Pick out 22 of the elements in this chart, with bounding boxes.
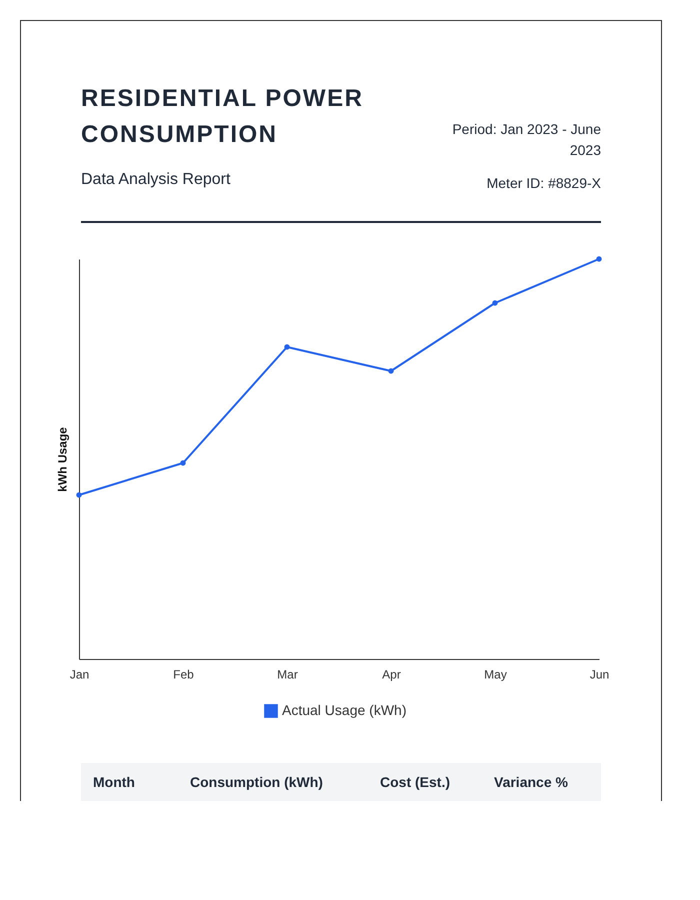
point — [388, 368, 394, 374]
x-tick-label: Mar — [277, 668, 298, 682]
text: Meter ID: #8829-X — [486, 175, 601, 191]
point — [180, 460, 186, 466]
text: Consumption (kWh) — [190, 774, 323, 790]
y-axis-title: kWh Usage — [56, 426, 70, 492]
text: Variance % — [494, 774, 568, 790]
text: Period: Jan 2023 - June 2023 — [451, 120, 601, 160]
point — [76, 492, 82, 498]
point — [284, 344, 290, 350]
chart-subtitle: Data Analysis Report — [81, 171, 230, 189]
legend-label: Actual Usage (kWh) — [282, 702, 406, 718]
x-tick-label: May — [484, 668, 507, 682]
text: Cost (Est.) — [380, 774, 450, 790]
x-tick-label: Jan — [70, 668, 90, 682]
point — [596, 256, 602, 262]
x-tick-label: Feb — [173, 668, 194, 682]
x-tick-label: Apr — [382, 668, 401, 682]
chart-title: RESIDENTIAL POWER CONSUMPTION — [81, 84, 364, 150]
x-tick-label: Jun — [590, 668, 610, 682]
point — [492, 300, 498, 306]
text: Month — [93, 774, 135, 790]
